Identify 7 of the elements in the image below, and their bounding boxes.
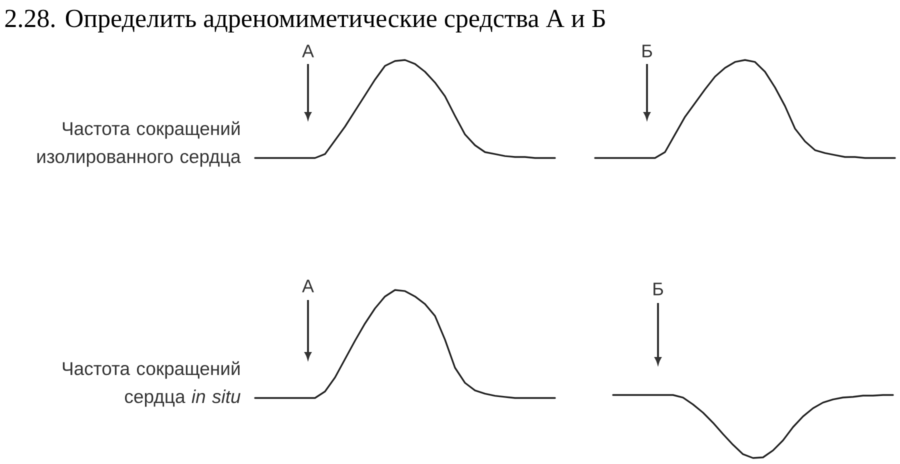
text: Б (642, 44, 652, 58)
y-axis-title: Частота сокращений изолированного сердца (37, 121, 241, 167)
y-axis-title: Частота сокращений сердца in situ (62, 361, 240, 407)
annotation: А (302, 280, 314, 292)
text: А (302, 44, 314, 58)
chart-title: 2.28. Определить адреномиметические средства А и Б (5, 10, 605, 33)
text: Б (654, 282, 663, 296)
